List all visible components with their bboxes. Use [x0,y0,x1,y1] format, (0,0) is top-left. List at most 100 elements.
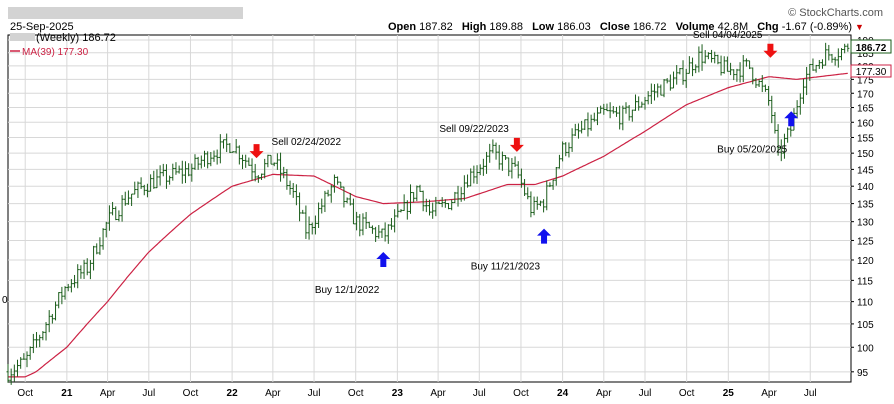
x-tick-label: Apr [761,388,777,399]
price-bar [361,213,365,236]
price-bar [266,154,270,168]
price-bar [814,64,818,73]
price-bar [253,163,257,182]
volume-label: Volume [676,21,715,33]
price-bar [820,59,824,69]
price-bar [367,221,371,228]
price-bar [551,179,555,190]
price-bar [523,178,527,196]
price-bar [836,48,840,68]
price-bar [342,186,346,208]
price-bar [827,44,831,61]
price-bar [678,68,682,75]
price-bar [811,58,815,71]
price-bar [35,332,39,348]
close-value: 186.72 [633,21,667,33]
price-bar [786,127,790,143]
price-bar [592,112,596,122]
price-bar [586,112,590,137]
sell-signal: Sell 04/04/2025 [693,30,778,58]
sell-arrow-icon [249,144,264,159]
high-label: High [462,21,487,33]
sell-signal: Sell 02/24/2022 [249,137,341,159]
x-tick-label: 24 [557,388,569,399]
price-bar [294,184,298,206]
price-bar [399,209,403,213]
price-bar [263,158,267,179]
price-bar [526,187,530,200]
price-bar [117,210,121,222]
price-bar [215,149,219,165]
x-tick-label: 25 [723,388,735,399]
ma-badge-value: 177.30 [856,67,887,78]
price-bar [570,128,574,152]
price-bar [532,196,536,216]
price-bar [396,203,400,218]
buy-signal: Buy 11/21/2023 [471,228,552,273]
price-bar [6,363,10,383]
price-bar [725,56,729,72]
price-bar [212,150,216,162]
price-bar [152,170,156,189]
price-bar [431,202,435,219]
price-bar [82,259,86,279]
price-bar [288,180,292,195]
price-bar [218,134,222,164]
price-bar [126,190,130,205]
low-label: Low [532,21,554,33]
x-tick-label: Oct [513,388,529,399]
price-bar [339,181,343,189]
price-bar [576,123,580,139]
price-bar [513,156,517,167]
buy-arrow-icon [784,111,799,127]
price-bar [370,225,374,234]
legend-ma: MA(39) 177.30 [22,47,89,58]
price-bar [174,162,178,175]
x-tick-label: Apr [100,388,116,399]
price-bar [358,214,362,237]
price-bar [754,77,758,89]
price-bar [738,62,742,83]
price-bar [687,56,691,74]
price-bar [700,44,704,71]
price-bar [412,192,416,203]
price-bar [751,67,755,85]
chart-date: 25-Sep-2025 [10,21,74,33]
price-bar [637,96,641,111]
price-bar [351,198,355,225]
price-bar [516,161,520,179]
x-tick-label: 23 [392,388,404,399]
price-bar [54,301,58,321]
price-bar [605,103,609,112]
sell-arrow-icon [763,43,778,58]
price-bar [158,165,162,186]
price-bar [488,143,492,163]
price-bar [782,133,786,159]
buy-signal: Buy 05/20/2025 [717,111,799,155]
price-bar [28,346,32,360]
price-bar [627,105,631,121]
price-bar [88,260,92,280]
price-bar [729,62,733,76]
signal-label: Buy 05/20/2025 [717,144,787,155]
price-bar [177,165,181,174]
x-tick-label: Oct [348,388,364,399]
price-bar [599,105,603,114]
x-tick-label: Jul [142,388,155,399]
price-bar [244,154,248,168]
y-tick-label: 155 [857,133,874,144]
price-bar [168,175,172,185]
price-bar [279,152,283,182]
price-bar [510,158,514,179]
y-tick-label: 160 [857,118,874,129]
price-bar [564,142,568,157]
price-bar [9,368,13,385]
price-bar [111,201,115,216]
price-bar [450,199,454,211]
chg-label: Chg [757,21,778,33]
price-bar [656,83,660,98]
price-bar [225,133,229,153]
price-bar [304,205,308,239]
price-bar [222,139,226,149]
price-bar [798,93,802,115]
